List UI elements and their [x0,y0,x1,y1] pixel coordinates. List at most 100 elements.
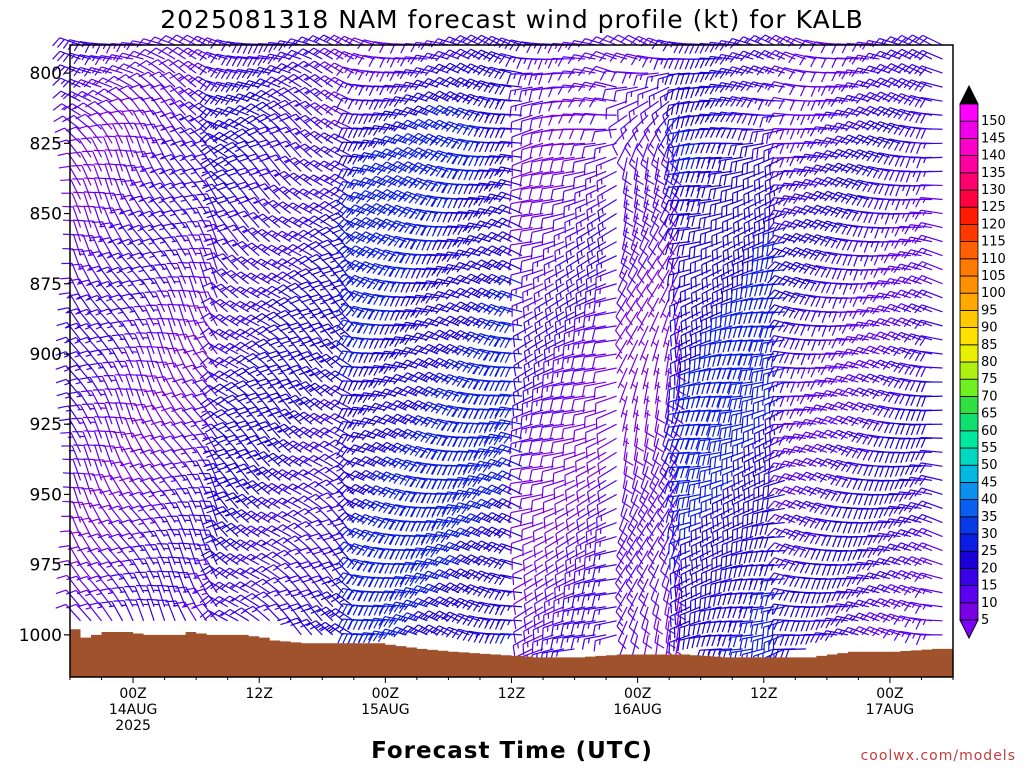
wind-barb [87,112,113,130]
barb-feather [188,275,200,278]
barb-staff [93,431,103,453]
barb-staff [68,166,82,186]
barb-feather [117,85,129,91]
barb-feather [73,54,81,65]
barb-feather [97,280,109,286]
wind-barb [111,333,134,355]
barb-half-feather [76,395,82,398]
barb-staff [90,390,103,411]
wind-barb [115,387,134,411]
barb-staff [61,103,81,116]
wind-barb [62,486,82,509]
barb-feather [146,317,158,320]
wind-barb [83,444,103,467]
barb-half-feather [85,593,91,597]
wind-barb [94,416,113,439]
barb-feather [100,474,112,478]
barb-feather [91,473,103,476]
barb-feather [133,305,145,308]
barb-feather [98,504,110,509]
barb-staff [125,136,134,158]
barb-staff [89,377,103,397]
wind-barb [83,67,113,77]
barb-feather [111,333,123,337]
barb-staff [92,89,113,102]
barb-feather [111,446,123,449]
barb-feather [188,500,200,503]
wind-barb [110,573,134,594]
barb-feather [53,115,64,123]
wind-barb [83,78,113,88]
wind-barb [108,547,134,566]
barb-feather [55,365,67,370]
barb-feather [87,561,98,567]
barb-half-feather [85,340,91,344]
barb-feather [84,89,94,98]
wind-barb [104,388,124,411]
barb-feather [56,39,65,48]
barb-feather [165,502,177,505]
barb-half-feather [193,577,199,579]
barb-feather [60,179,71,182]
barb-half-feather [81,80,86,86]
barb-half-feather [140,170,146,173]
wind-barb [90,362,113,383]
barb-staff [122,587,134,608]
barb-feather [73,472,85,475]
barb-staff [99,602,113,622]
barb-staff [125,403,134,425]
barb-staff [72,501,82,523]
barb-feather [115,52,123,63]
barb-staff [93,220,103,242]
barb-feather [168,34,177,43]
barb-staff [124,417,134,439]
barb-feather [125,373,137,376]
barb-feather [65,126,77,132]
barb-staff [69,52,92,60]
barb-feather [64,114,75,122]
barb-feather [167,303,179,306]
barb-staff [103,150,113,172]
barb-feather [67,377,79,382]
barb-staff [97,322,113,341]
barb-staff [93,417,103,439]
barb-staff [90,250,103,270]
barb-feather [110,208,122,212]
barb-feather [109,307,121,312]
wind-barb [109,307,134,327]
barb-staff [73,234,82,256]
barb-feather [62,39,71,49]
barb-half-feather [60,66,66,71]
barb-staff [110,588,124,608]
wind-barb [71,417,92,439]
barb-staff [113,445,124,467]
barb-half-feather [81,68,86,74]
wind-barb [93,206,113,228]
barb-staff [83,206,92,228]
wind-barb [62,500,82,523]
wind-barb [101,123,124,144]
wind-barb [60,179,82,200]
barb-feather [58,292,70,295]
barb-staff [91,78,113,88]
barb-half-feather [81,93,87,98]
barb-half-feather [63,354,70,358]
wind-barb [83,416,103,439]
barb-feather [116,42,123,53]
barb-half-feather [95,579,102,583]
barb-half-feather [161,268,168,270]
barb-feather [88,588,99,593]
barb-half-feather [106,578,113,582]
barb-staff [104,431,113,453]
barb-half-feather [140,296,146,299]
barb-feather [83,205,95,208]
barb-staff [115,403,124,425]
barb-feather [84,55,91,66]
barb-staff [102,77,123,88]
barb-feather [52,103,63,111]
barb-feather [110,110,122,114]
barb-half-feather [97,353,103,356]
barb-half-feather [95,326,102,330]
barb-staff [69,39,92,46]
wind-barb [104,177,124,200]
